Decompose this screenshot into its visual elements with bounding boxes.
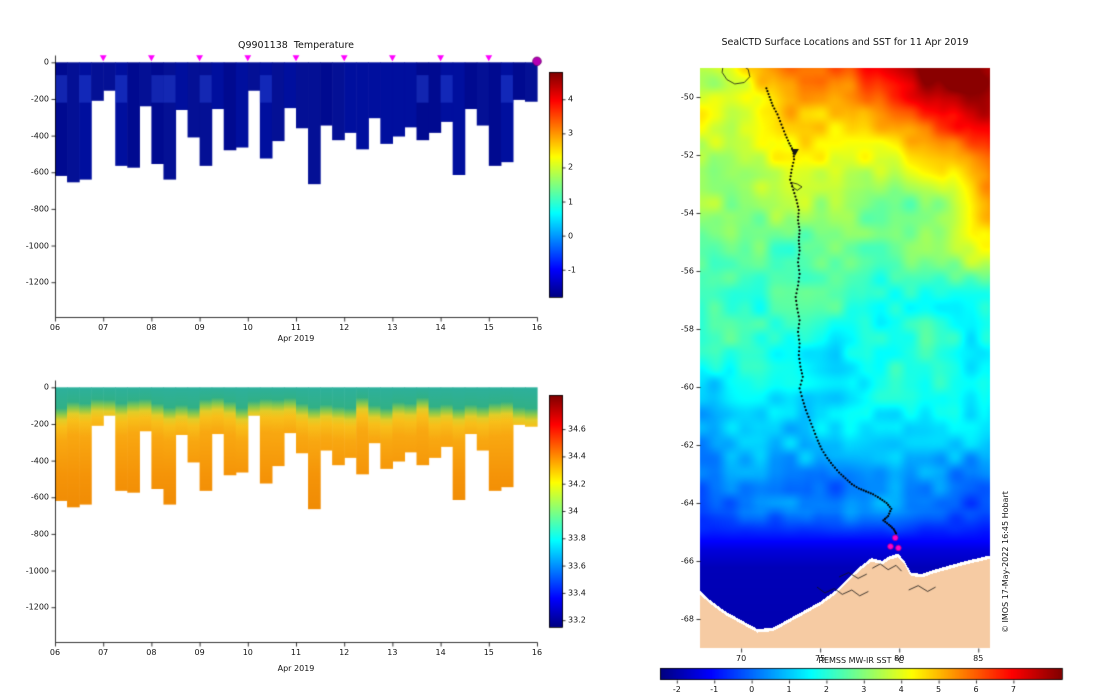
map-colorbar-tick-label: 2	[823, 685, 829, 694]
sal-x-tick-label: 07	[98, 648, 109, 657]
map-y-tick-label: -56	[680, 266, 694, 276]
temperature-xaxis-label: Apr 2019	[277, 334, 315, 343]
sal-colorbar-tick-label: 33.4	[568, 588, 586, 598]
temp-x-tick-label: 11	[290, 323, 302, 332]
sal-y-tick-label: -1200	[25, 602, 49, 612]
sal-y-tick-label: -600	[30, 492, 49, 502]
sal-x-tick-label: 16	[531, 648, 543, 657]
sal-x-tick-label: 08	[146, 648, 157, 657]
temp-x-tick-label: 16	[531, 323, 543, 332]
temp-x-tick-label: 06	[49, 323, 61, 332]
map-credit: © IMOS 17-May-2022 16:45 Hobart	[1001, 491, 1010, 633]
sal-y-tick-label: -800	[30, 529, 49, 539]
temp-x-tick-label: 15	[483, 323, 494, 332]
map-y-tick-label: -50	[680, 92, 694, 102]
map-y-tick-label: -58	[680, 324, 694, 334]
temp-y-tick-label: -1200	[25, 277, 49, 287]
map-colorbar-tick-label: 3	[861, 685, 867, 694]
map-colorbar-tick-label: 0	[749, 685, 755, 694]
map-y-tick-label: -60	[680, 382, 694, 392]
temp-x-tick-label: 09	[194, 323, 205, 332]
temp-y-tick-label: -200	[30, 94, 49, 104]
temp-y-tick-label: -1000	[25, 241, 49, 251]
temp-colorbar-tick-label: -1	[568, 265, 576, 275]
temp-y-tick-label: -800	[30, 204, 49, 214]
temp-y-tick-label: 0	[43, 57, 49, 67]
map-colorbar-tick-label: 7	[1010, 685, 1016, 694]
sal-colorbar-tick-label: 33.2	[568, 615, 586, 625]
sal-y-tick-label: 0	[43, 382, 49, 392]
map-colorbar-tick-label: -1	[710, 685, 719, 694]
map-colorbar-tick-label: 6	[973, 685, 979, 694]
sal-colorbar-tick-label: 33.6	[568, 561, 586, 571]
temp-x-tick-label: 14	[435, 323, 446, 332]
map-x-tick-label: 70	[736, 654, 747, 663]
sal-x-tick-label: 06	[49, 648, 61, 657]
sal-colorbar-tick-label: 34.4	[568, 451, 586, 461]
sal-y-tick-label: -400	[30, 456, 49, 466]
sal-x-tick-label: 13	[387, 648, 398, 657]
map-title: SealCTD Surface Locations and SST for 11…	[721, 37, 969, 48]
map-y-tick-label: -68	[680, 614, 694, 624]
sal-colorbar-tick-label: 33.8	[568, 533, 586, 543]
temp-x-tick-label: 12	[339, 323, 350, 332]
temperature-plot-title: Q9901138 Temperature	[237, 40, 355, 51]
temp-x-tick-label: 08	[146, 323, 157, 332]
sal-y-tick-label: -1000	[25, 566, 49, 576]
map-y-tick-label: -54	[680, 208, 694, 218]
temp-x-tick-label: 07	[98, 323, 109, 332]
temp-colorbar-tick-label: 4	[568, 94, 574, 104]
sal-x-tick-label: 12	[339, 648, 350, 657]
temp-y-tick-label: -600	[30, 167, 49, 177]
temp-colorbar-tick-label: 3	[568, 128, 574, 138]
sal-x-tick-label: 14	[435, 648, 446, 657]
map-y-tick-label: -52	[680, 150, 694, 160]
temp-colorbar-tick-label: 1	[568, 197, 574, 207]
sal-colorbar-tick-label: 34	[568, 506, 579, 516]
sal-x-tick-label: 10	[242, 648, 253, 657]
map-y-tick-label: -64	[680, 498, 694, 508]
temp-x-tick-label: 13	[387, 323, 398, 332]
sal-colorbar-tick-label: 34.6	[568, 424, 586, 434]
temp-y-tick-label: -400	[30, 131, 49, 141]
map-y-tick-label: -66	[680, 556, 694, 566]
map-y-tick-label: -62	[680, 440, 694, 450]
sal-x-tick-label: 11	[290, 648, 302, 657]
map-colorbar-tick-label: -2	[672, 685, 681, 694]
temp-colorbar-tick-label: 2	[568, 162, 574, 172]
temp-x-tick-label: 10	[242, 323, 253, 332]
map-colorbar-tick-label: 1	[786, 685, 792, 694]
sal-y-tick-label: -200	[30, 419, 49, 429]
salinity-xaxis-label: Apr 2019	[277, 664, 315, 673]
map-colorbar-tick-label: 5	[936, 685, 942, 694]
temp-colorbar-tick-label: 0	[568, 231, 574, 241]
map-colorbar-label: REMSS MW-IR SST °C	[818, 656, 904, 665]
sal-x-tick-label: 09	[194, 648, 205, 657]
sal-x-tick-label: 15	[483, 648, 494, 657]
sal-colorbar-tick-label: 34.2	[568, 479, 586, 489]
map-x-tick-label: 85	[973, 654, 984, 663]
map-colorbar-tick-label: 4	[898, 685, 904, 694]
map-x-tick-label: 80	[894, 654, 905, 663]
map-x-tick-label: 75	[815, 654, 826, 663]
